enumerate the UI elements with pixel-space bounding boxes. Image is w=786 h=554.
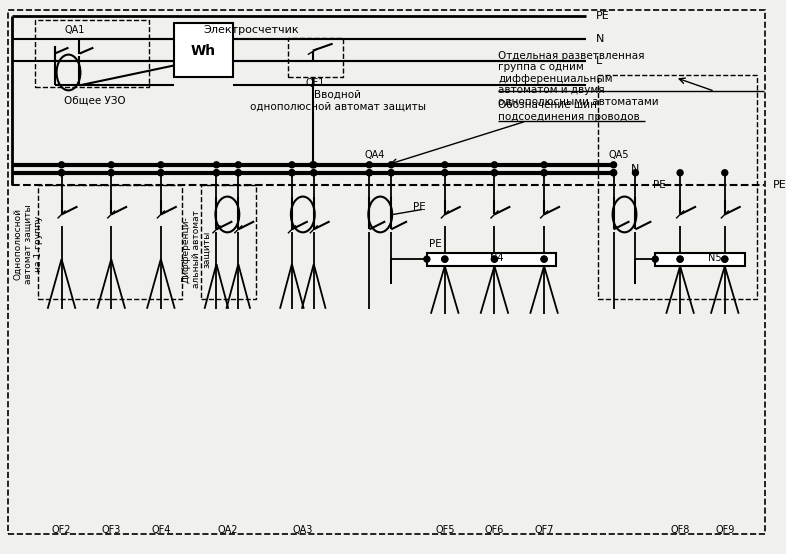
Text: Отдельная разветвленная
группа с одним
дифференциальным
автоматом и двумя
однопо: Отдельная разветвленная группа с одним д… — [498, 50, 659, 107]
Text: QF1: QF1 — [305, 79, 325, 89]
Circle shape — [289, 162, 295, 168]
Text: Электросчетчик: Электросчетчик — [204, 25, 299, 35]
Circle shape — [388, 162, 394, 168]
Bar — [597, 75, 757, 299]
Circle shape — [158, 162, 163, 168]
Circle shape — [611, 170, 616, 176]
Circle shape — [235, 170, 241, 176]
Text: PE: PE — [773, 179, 786, 189]
Circle shape — [388, 170, 394, 176]
Text: Дифференци-
альный автомат
защиты: Дифференци- альный автомат защиты — [182, 210, 211, 288]
Circle shape — [158, 170, 163, 176]
Circle shape — [388, 170, 394, 176]
Text: N4: N4 — [490, 253, 503, 263]
Circle shape — [611, 170, 616, 176]
Text: QF7: QF7 — [534, 525, 554, 535]
Text: PE: PE — [596, 11, 609, 21]
Text: QF4: QF4 — [151, 525, 171, 535]
Circle shape — [677, 256, 683, 262]
Circle shape — [491, 170, 498, 176]
Bar — [174, 23, 233, 78]
Text: N: N — [596, 34, 604, 44]
Circle shape — [442, 170, 448, 176]
Circle shape — [424, 256, 430, 262]
Circle shape — [722, 256, 728, 262]
Circle shape — [491, 170, 498, 176]
Circle shape — [235, 170, 241, 176]
Text: N5: N5 — [708, 253, 722, 263]
Circle shape — [108, 162, 114, 168]
Circle shape — [310, 170, 317, 176]
Circle shape — [214, 170, 219, 176]
Text: QF6: QF6 — [485, 525, 504, 535]
Circle shape — [310, 162, 317, 168]
Circle shape — [59, 162, 64, 168]
Text: Однополюсной
автомат защиты
на 1 группу: Однополюсной автомат защиты на 1 группу — [13, 204, 42, 284]
Text: QA5: QA5 — [608, 150, 629, 160]
Bar — [656, 253, 744, 266]
Bar — [427, 253, 556, 266]
Circle shape — [108, 170, 114, 176]
Circle shape — [722, 170, 728, 176]
Text: QF8: QF8 — [670, 525, 690, 535]
Circle shape — [442, 256, 448, 262]
Circle shape — [59, 170, 64, 176]
Bar — [200, 184, 256, 299]
Text: QA4: QA4 — [364, 150, 384, 160]
Circle shape — [633, 170, 638, 176]
Circle shape — [541, 256, 547, 262]
Circle shape — [158, 170, 163, 176]
Circle shape — [366, 162, 373, 168]
Circle shape — [310, 162, 316, 168]
Circle shape — [677, 170, 683, 176]
Text: L: L — [596, 55, 602, 65]
Bar — [35, 20, 149, 88]
Text: Общее УЗО: Общее УЗО — [64, 95, 125, 105]
Text: Wh: Wh — [191, 44, 216, 58]
Circle shape — [652, 256, 658, 262]
Circle shape — [310, 170, 317, 176]
Circle shape — [491, 256, 498, 262]
Text: PE: PE — [429, 239, 442, 249]
Text: PE: PE — [413, 202, 426, 212]
Circle shape — [541, 170, 547, 176]
Text: QA2: QA2 — [217, 525, 237, 535]
Text: QA1: QA1 — [64, 25, 85, 35]
Text: Вводной
однополюсной автомат защиты: Вводной однополюсной автомат защиты — [250, 90, 425, 111]
Circle shape — [366, 170, 373, 176]
Circle shape — [235, 162, 241, 168]
Text: QF2: QF2 — [52, 525, 72, 535]
Text: QF3: QF3 — [101, 525, 121, 535]
Circle shape — [289, 170, 295, 176]
Circle shape — [289, 170, 295, 176]
Circle shape — [59, 170, 64, 176]
Circle shape — [214, 170, 219, 176]
Bar — [288, 38, 343, 78]
Text: N: N — [630, 164, 639, 174]
Circle shape — [108, 170, 114, 176]
Text: PE: PE — [653, 179, 666, 189]
Circle shape — [722, 256, 728, 262]
Text: QF9: QF9 — [715, 525, 734, 535]
Circle shape — [442, 170, 448, 176]
Circle shape — [611, 162, 616, 168]
Circle shape — [541, 162, 547, 168]
Circle shape — [214, 162, 219, 168]
Circle shape — [491, 256, 498, 262]
Circle shape — [541, 170, 547, 176]
Circle shape — [366, 170, 373, 176]
Bar — [38, 184, 182, 299]
Text: QA3: QA3 — [292, 525, 313, 535]
Text: Обозначение шин
подсоединения проводов: Обозначение шин подсоединения проводов — [498, 100, 640, 122]
Circle shape — [442, 162, 448, 168]
Circle shape — [541, 256, 547, 262]
Circle shape — [677, 256, 683, 262]
Circle shape — [491, 162, 498, 168]
Text: QF5: QF5 — [435, 525, 454, 535]
Circle shape — [442, 256, 448, 262]
